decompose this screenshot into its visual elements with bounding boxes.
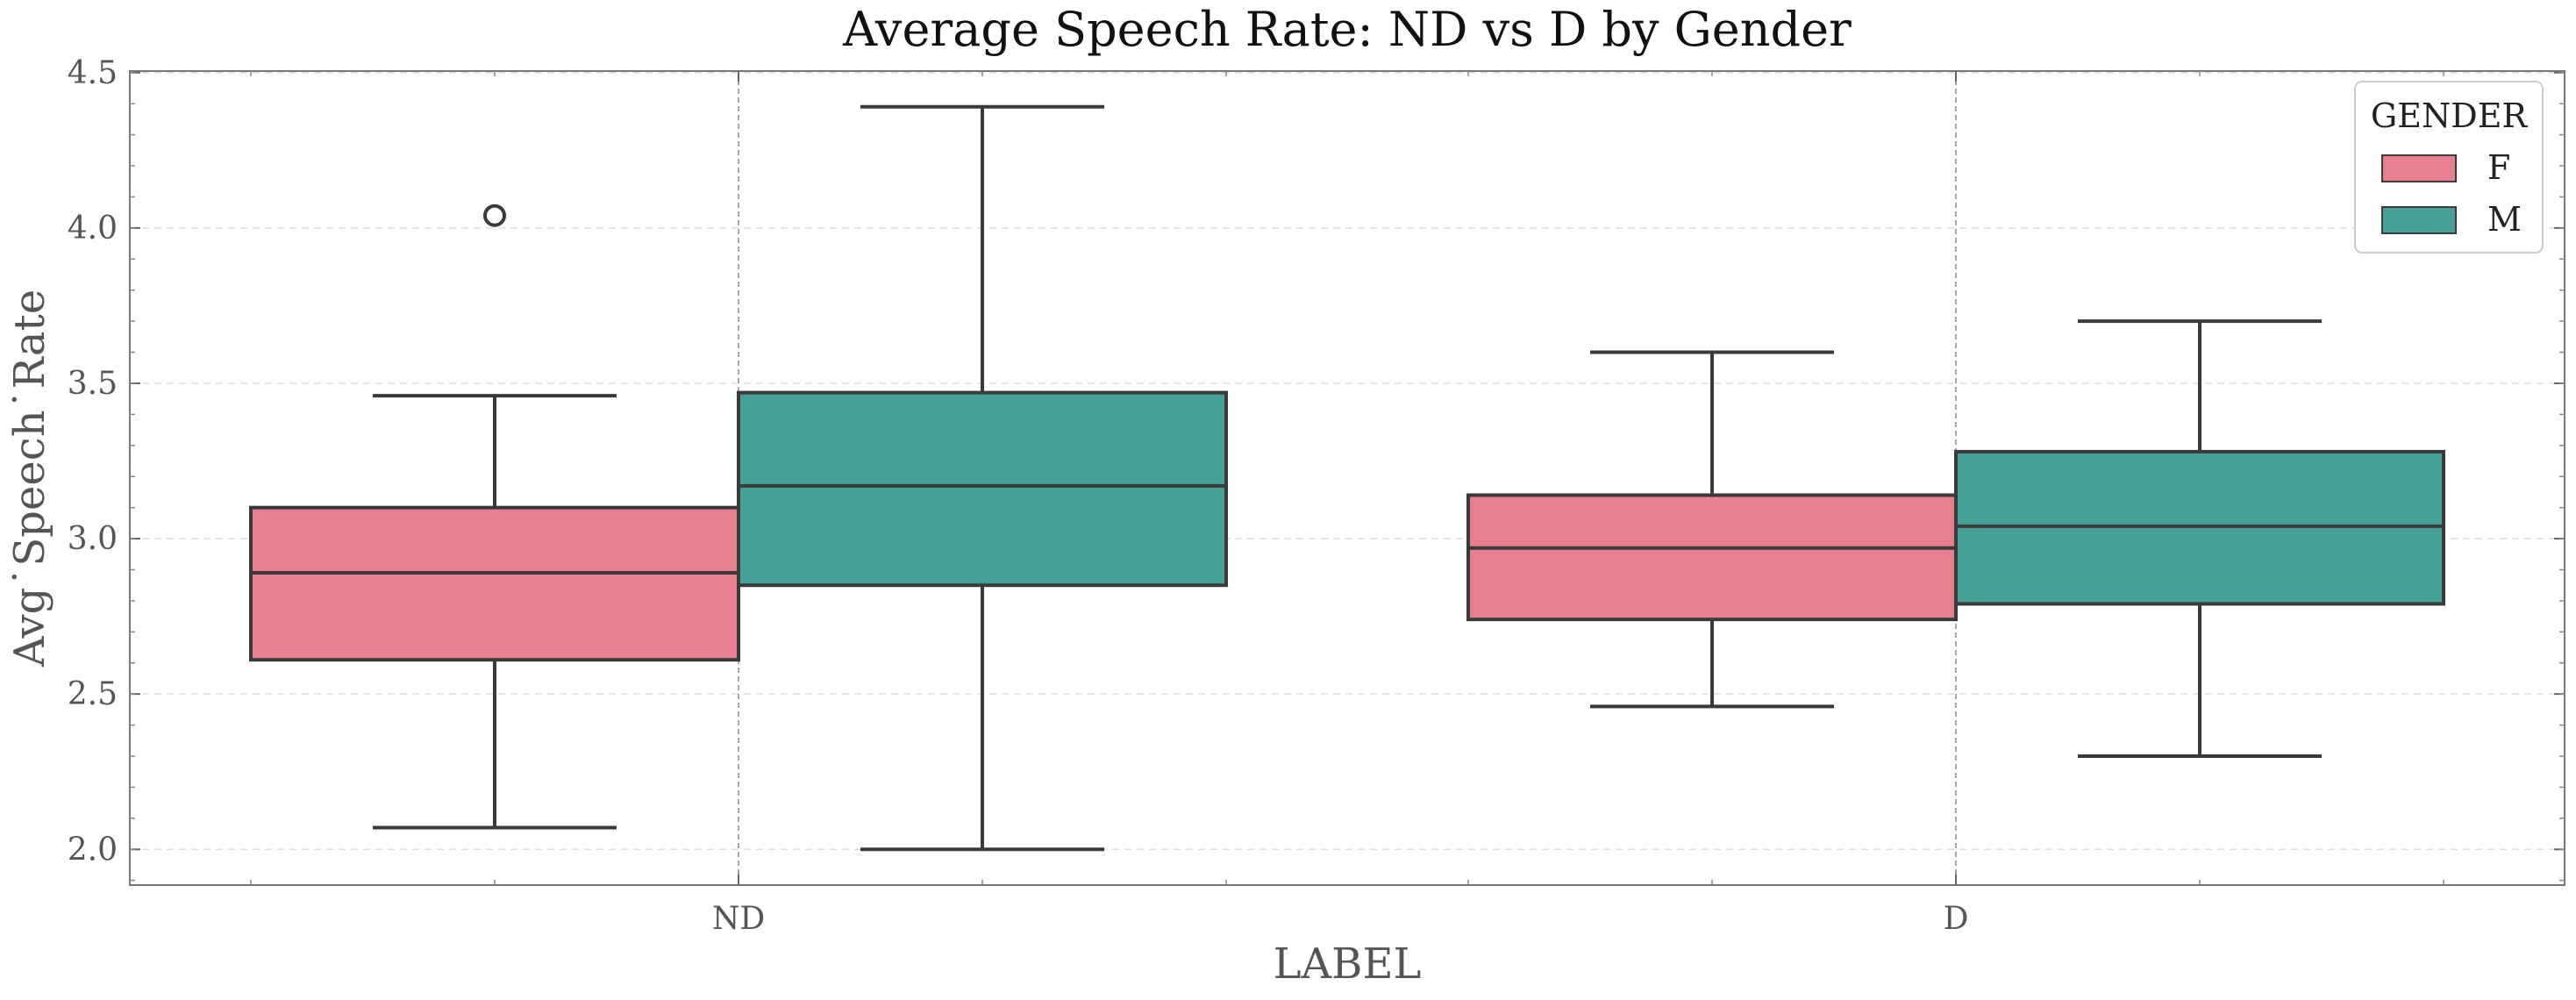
y-tick-label: 2.0: [68, 832, 118, 868]
x-tick-label: D: [1944, 901, 1969, 937]
legend-swatch-f: [2381, 154, 2457, 182]
y-tick-label: 3.5: [68, 366, 118, 402]
legend: GENDER FM: [2354, 81, 2544, 254]
y-tick-label: 4.5: [68, 55, 118, 91]
legend-swatch-m: [2381, 206, 2457, 234]
y-tick-label: 3.0: [68, 521, 118, 557]
legend-label-m: M: [2487, 200, 2522, 239]
plot-frame: [129, 70, 2565, 886]
box-d-f: [1466, 350, 1958, 709]
y-tick-label: 2.5: [68, 676, 118, 712]
boxes: [249, 104, 2445, 852]
y-axis-label: Avg˙Speech˙Rate: [5, 289, 54, 668]
box-iqr: [249, 505, 740, 662]
x-axis-label: LABEL: [1274, 939, 1422, 989]
box-nd-m: [737, 104, 1228, 852]
axes: 2.0 2.5 3.0 3.5 4.0 4.5 ND D: [68, 55, 2565, 937]
box-d-m: [1954, 319, 2445, 759]
box-nd-f: [249, 204, 740, 830]
legend-label-f: F: [2487, 148, 2510, 187]
box-iqr: [1466, 493, 1958, 622]
legend-title: GENDER: [2371, 96, 2529, 135]
outlier-point: [483, 204, 506, 227]
box-iqr: [737, 390, 1228, 588]
chart-title: Average Speech Rate: ND vs D by Gender: [842, 2, 1852, 57]
y-tick-label: 4.0: [68, 211, 118, 246]
x-tick-label: ND: [712, 901, 765, 937]
